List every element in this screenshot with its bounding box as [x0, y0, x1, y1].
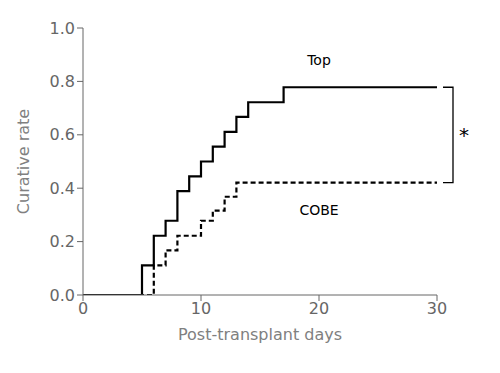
svg-text:10: 10: [191, 299, 211, 318]
svg-text:0: 0: [78, 299, 88, 318]
svg-text:Post-transplant days: Post-transplant days: [178, 325, 342, 344]
svg-text:0.8: 0.8: [50, 72, 75, 91]
svg-text:30: 30: [427, 299, 447, 318]
svg-text:Top: Top: [306, 52, 331, 68]
svg-text:0.2: 0.2: [50, 232, 75, 251]
svg-text:1.0: 1.0: [50, 19, 75, 38]
svg-text:COBE: COBE: [299, 202, 338, 218]
svg-text:20: 20: [309, 299, 329, 318]
svg-text:0.0: 0.0: [50, 286, 75, 305]
svg-text:0.4: 0.4: [50, 179, 75, 198]
svg-text:Curative rate: Curative rate: [14, 109, 33, 214]
svg-text:0.6: 0.6: [50, 125, 75, 144]
svg-text:*: *: [459, 123, 469, 147]
